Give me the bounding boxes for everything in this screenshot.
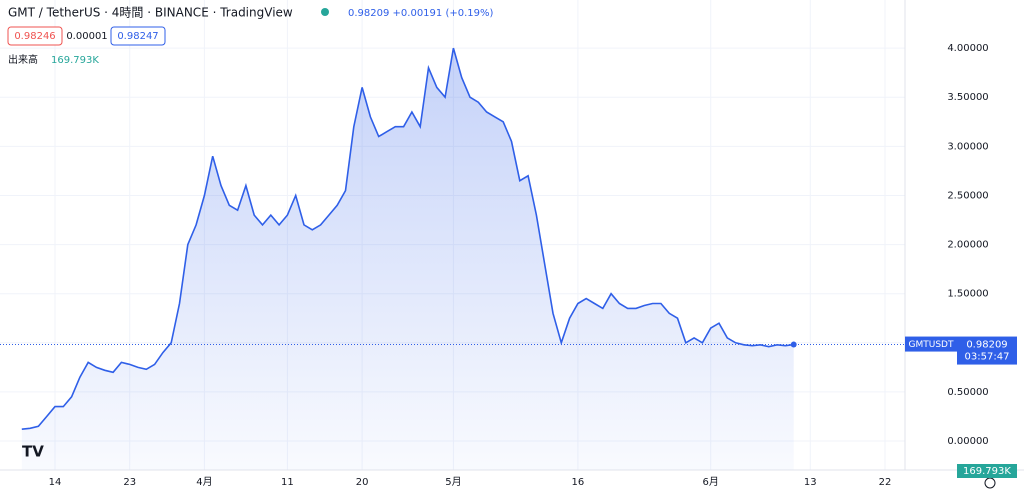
volume-tag-text: 169.793K [963,466,1011,477]
status-dot [321,8,329,16]
ask-box[interactable] [110,26,166,46]
x-tick-label: 5月 [445,476,461,488]
x-tick-label: 16 [572,477,585,488]
x-tick-label: 20 [356,477,369,488]
volume-value: 169.793K [51,55,99,66]
bid[interactable]: 0.98246 [14,31,55,42]
x-tick-label: 13 [804,477,817,488]
y-tick-label: 3.00000 [947,141,988,152]
y-tick-label: 0.50000 [947,387,988,398]
area-fill [21,48,794,470]
x-tick-label: 14 [49,477,62,488]
y-tick-label: 0.00000 [947,436,988,447]
x-tick-label: 4月 [196,476,212,488]
y-tick-label: 1.50000 [947,289,988,300]
symbol-tag [905,336,957,352]
bid-box[interactable] [7,26,63,46]
countdown: 03:57:47 [965,352,1010,363]
x-tick-label: 11 [281,477,294,488]
settings-icon[interactable] [984,477,996,489]
ask[interactable]: 0.98247 [117,31,158,42]
y-tick-label: 2.00000 [947,240,988,251]
symbol-tag-text: GMTUSDT [909,340,954,350]
spread: 0.00001 [66,31,107,42]
logo[interactable]: TV [22,443,44,461]
price-tag [957,336,1017,365]
volume-label: 出来高 [8,53,38,66]
y-tick-label: 3.50000 [947,92,988,103]
x-tick-label: 22 [879,477,892,488]
y-tick-label: 2.50000 [947,190,988,201]
quote: 0.98209 +0.00191 (+0.19%) [348,8,493,19]
price-tag-text: 0.98209 [966,340,1007,351]
volume-tag [957,464,1017,478]
x-tick-label: 6月 [703,476,719,488]
last-point [790,341,797,348]
symbol-title: GMT / TetherUS · 4時間 · BINANCE · Trading… [8,6,293,20]
y-tick-label: 4.00000 [947,43,988,54]
price-line [21,47,794,430]
x-tick-label: 23 [123,477,136,488]
